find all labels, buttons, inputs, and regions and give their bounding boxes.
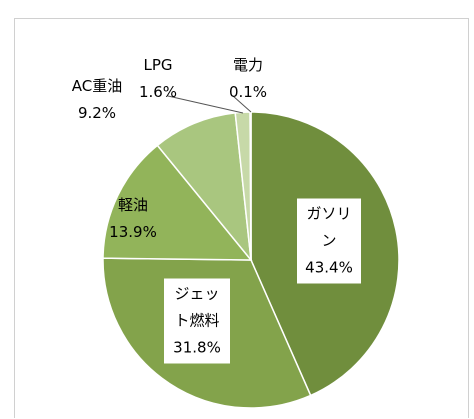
category-label: ジェット燃料 — [174, 284, 220, 330]
category-label: 電力 — [232, 56, 263, 74]
value-label: 13.9% — [109, 223, 157, 241]
category-label: 軽油 — [117, 196, 148, 214]
value-label: 1.6% — [138, 83, 178, 101]
pie-slice — [102, 144, 253, 261]
data-label: 軽油 13.9% — [93, 192, 173, 246]
category-label: AC重油 — [71, 77, 123, 95]
pie-slice — [156, 112, 253, 263]
chart-frame — [14, 18, 469, 418]
data-label: AC重油 9.2% — [52, 73, 142, 127]
value-label: 0.1% — [228, 83, 268, 101]
data-label: LPG 1.6% — [128, 52, 188, 106]
value-label: 31.8% — [173, 338, 221, 357]
data-label: ガソリン 43.4% — [297, 198, 361, 284]
category-label: ガソリン — [306, 204, 352, 250]
data-label: 電力 0.1% — [218, 52, 278, 106]
pie-slice — [249, 111, 252, 261]
value-label: 43.4% — [305, 258, 353, 277]
category-label: LPG — [143, 56, 173, 74]
leader-line — [167, 95, 244, 114]
leader-line — [232, 95, 252, 113]
data-label: ジェット燃料 31.8% — [164, 278, 230, 364]
value-label: 9.2% — [77, 104, 117, 122]
